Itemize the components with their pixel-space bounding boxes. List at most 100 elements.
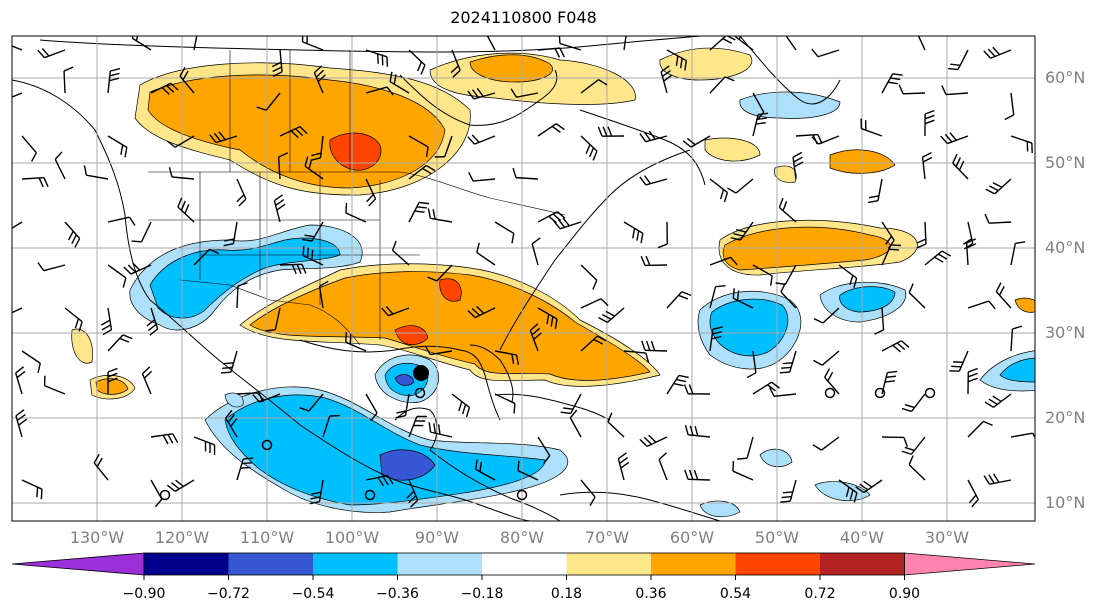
wind-barb-feather [543,455,551,465]
wind-barb-shaft [236,285,239,309]
wind-barb-shaft [236,392,260,395]
cuba [494,393,611,421]
wind-barb [193,32,207,51]
wind-barb-feather [937,253,948,260]
wind-barb-shaft [580,79,599,94]
wind-barb-shaft [690,135,711,148]
wind-barb-feather [924,109,935,115]
wind-barb-feather [949,132,957,141]
wind-barb-shaft [494,221,515,235]
wind-barb-feather [715,284,726,288]
wind-barb-feather [908,283,914,293]
wind-barb-feather [643,175,652,185]
wind-barb-feather [663,74,673,82]
wind-barb-feather [636,230,640,241]
gulf-strong-core [439,278,462,302]
wind-barb-feather [18,418,28,426]
wind-barb-shaft [273,200,281,223]
wind-barb [1010,325,1023,352]
hudson-bay [399,69,558,126]
colorbar-bin-1 [144,553,229,575]
wind-barb-shaft [365,393,378,414]
wind-barb-feather [987,48,996,57]
wind-barb-feather [723,192,729,203]
wind-barb-feather [419,201,430,205]
wind-barb-feather [746,372,757,379]
wind-barb-shaft [881,73,894,94]
colorbar-extend-low [11,552,145,576]
wind-barb-feather [859,483,869,491]
wind-barb-shaft [570,393,582,414]
wind-barb-feather [896,342,906,351]
wind-barb-shaft [908,292,926,309]
anomaly-shading [71,47,1035,518]
wind-barb [12,307,23,314]
wind-barb-shaft [236,178,247,200]
wind-barb [617,452,630,481]
colorbar-frame [143,552,905,576]
wind-barb-feather [916,23,923,30]
wind-barb-feather [166,140,176,148]
wind-barb [924,250,952,266]
wind-barb-shaft [318,479,324,502]
wind-barb-feather [368,198,377,207]
wind-barb-feather [901,450,912,455]
wind-barb-shaft [735,36,754,51]
wind-barb [451,393,471,418]
wind-barb-shaft [838,479,858,494]
wind-barb [752,264,773,286]
wind-barb-feather [781,495,792,499]
wind-barb-feather [551,125,561,133]
wind-barb-feather [560,411,571,415]
colorbar-bin-3 [313,553,398,575]
wind-barb-shaft [15,372,23,395]
wind-barb-feather [592,279,598,290]
wind-barb-feather [989,185,999,192]
wind-barb-feather [315,69,324,78]
wind-barb [256,92,281,111]
wind-barb-shaft [63,70,66,94]
wind-barb-feather [963,242,974,250]
wind-barb [709,178,729,203]
wind-barb-feather [985,188,996,195]
wind-barb-feather [170,82,179,91]
wind-barb-shaft [988,221,1012,224]
wind-barb [107,334,133,352]
wind-barb [985,178,1012,195]
wind-barb-feather [74,238,81,248]
wind-barb-shaft [107,307,113,330]
canadian-arctic [39,36,701,53]
wind-barb-shaft [215,135,238,144]
wind-barb-feather [225,409,233,419]
wind-barb-feather [124,147,128,158]
wind-barb-feather [684,469,689,480]
wind-barb-feather [955,157,961,167]
lat-label-10n: 10°N [1045,493,1086,512]
wind-barb-feather [782,201,788,211]
colorbar-bin-5 [482,553,567,575]
wind-barb [1010,432,1035,439]
wind-barb-feather [941,250,952,257]
wind-barb-feather [948,67,959,71]
wind-barb-shaft [12,92,23,98]
wind-barb-feather [127,264,136,273]
wind-barb-shaft [21,176,45,180]
wind-barb-feather [197,32,207,34]
wind-barb-shaft [958,350,969,372]
wind-barb-shaft [193,248,210,266]
wind-barb [881,370,898,395]
wind-barb [166,479,195,492]
wind-barb [639,434,668,447]
wind-barb-feather [619,457,629,464]
wind-barb-shaft [475,468,496,481]
wind-barb [107,264,127,288]
wind-barb [93,453,109,481]
wind-barb-feather [771,381,780,389]
wind-barb-feather [811,48,819,58]
wind-barb-feather [256,392,265,401]
wind-barb-feather [15,409,25,417]
wind-barb-feather [605,310,616,317]
calm-marker [159,489,171,501]
wind-barb [792,151,804,180]
wind-barb-shaft [232,221,238,244]
